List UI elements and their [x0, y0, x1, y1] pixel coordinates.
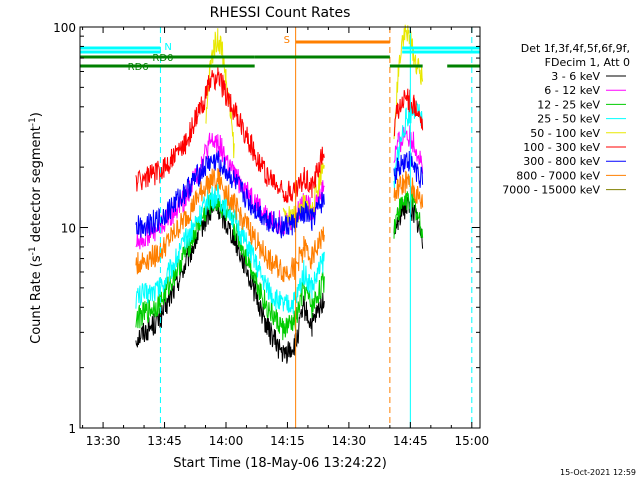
flag-label: N: [164, 42, 171, 53]
legend-label: 12 - 25 keV: [537, 98, 600, 111]
flag-label: RD0: [152, 53, 173, 64]
y-label-mid: detector segment: [29, 126, 44, 246]
x-tick-label: 14:00: [209, 434, 244, 448]
legend-header-2: FDecim 1, Att 0: [545, 56, 630, 69]
legend-label: 300 - 800 keV: [523, 155, 600, 168]
y-axis-label: Count Rate (s-1 detector segment-1): [28, 112, 44, 344]
y-label-sup2: -1: [28, 117, 38, 126]
axis-layer: 13:30 13:45 14:00 14:15 14:30 14:45 15:00 1 10 10…: [53, 21, 489, 448]
series-line-3: [135, 101, 424, 314]
series-layer: [135, 24, 424, 364]
flag-label: RD6: [128, 62, 149, 73]
legend-label: 3 - 6 keV: [551, 70, 600, 83]
y-tick-label: 100: [53, 21, 76, 35]
y-tick-label: 1: [68, 422, 76, 436]
x-axis-label: Start Time (18-May-06 13:24:22): [173, 456, 387, 471]
y-tick-label: 10: [61, 222, 76, 236]
y-label-main: Count Rate (s: [29, 255, 44, 344]
x-tick-label: 15:00: [455, 434, 490, 448]
legend-label: 100 - 300 keV: [523, 141, 600, 154]
y-label-end: ): [29, 112, 44, 117]
x-tick-label: 13:30: [86, 434, 121, 448]
legend-label: 800 - 7000 keV: [516, 169, 600, 182]
legend-label: 6 - 12 keV: [544, 84, 600, 97]
series-line-5: [135, 66, 424, 204]
legend-label: 50 - 100 keV: [530, 127, 600, 140]
legend-header-1: Det 1f,3f,4f,5f,6f,9f,: [521, 42, 630, 55]
chart-title: RHESSI Count Rates: [210, 5, 351, 21]
series-line-7: [135, 168, 424, 283]
y-label-sup1: -1: [28, 246, 38, 255]
x-tick-label: 14:45: [393, 434, 428, 448]
legend-label: 7000 - 15000 keV: [502, 184, 600, 197]
x-tick-label: 13:45: [147, 434, 182, 448]
x-tick-label: 14:30: [332, 434, 367, 448]
footer-date: 15-Oct-2021 12:59: [560, 468, 636, 477]
x-tick-label: 14:15: [270, 434, 305, 448]
legend-label: 25 - 50 keV: [537, 113, 600, 126]
flag-label: S: [284, 35, 290, 46]
series-line-6: [135, 150, 424, 239]
